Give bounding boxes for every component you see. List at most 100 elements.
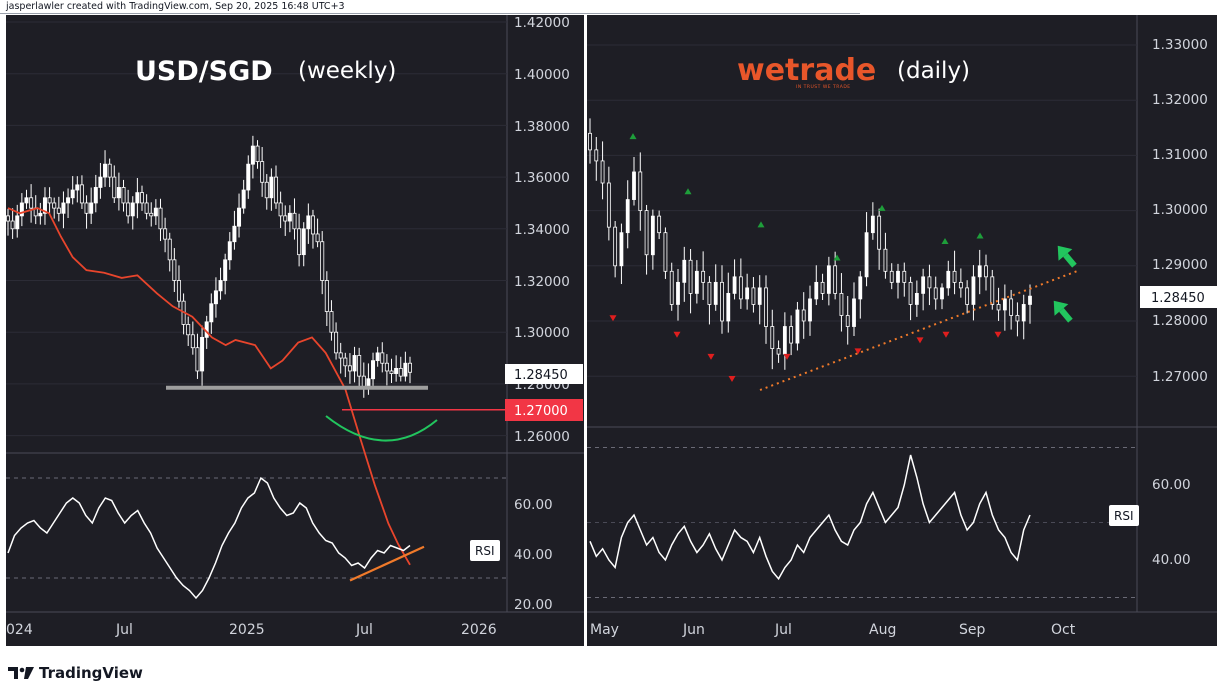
left-rsi-label-bg [470, 540, 500, 561]
left-candle-body [375, 352, 380, 362]
right-price-tick: 1.33000 [1152, 37, 1208, 53]
left-candle-body [264, 181, 269, 199]
left-candle-body [260, 161, 265, 183]
right-candle-body [1028, 295, 1032, 305]
right-price-tick: 1.31000 [1152, 147, 1208, 163]
right-last-price-badge: 1.28450 [1151, 291, 1205, 306]
right-pivot-low-marker [854, 348, 862, 355]
left-price-tick: 1.36000 [514, 170, 570, 186]
left-candle-body [241, 189, 246, 209]
left-rsi-trendline [349, 545, 425, 582]
chart-canvas: USD/SGD (weekly) wetrade IN TRUST WE TRA… [6, 15, 1217, 646]
left-last-price-badge-bg [505, 364, 583, 384]
wetrade-tagline: IN TRUST WE TRADE [796, 84, 851, 90]
right-chart-subtitle: (daily) [897, 58, 970, 84]
right-candle-body [933, 287, 938, 300]
right-candle-body [782, 326, 787, 355]
right-candle-body [1002, 298, 1007, 311]
right-candle-body [707, 281, 712, 305]
left-candle-body [384, 362, 389, 372]
right-pivot-high-marker [629, 133, 637, 140]
right-pivot-low-marker [916, 337, 924, 344]
left-candle-body [380, 352, 385, 364]
left-candle-body [250, 145, 255, 165]
left-candle-body [38, 212, 43, 217]
left-candle-body [130, 202, 135, 217]
right-candle-body [663, 232, 668, 272]
right-candle-body [770, 326, 775, 349]
right-candle-body [638, 171, 643, 212]
left-chart-title: USD/SGD [135, 56, 273, 87]
right-candle-body [657, 215, 662, 234]
right-up-arrow-lower-shaft [1059, 308, 1073, 323]
right-candle-body [613, 226, 618, 267]
left-price-tick: 1.30000 [514, 325, 570, 341]
left-candle-body [403, 362, 408, 377]
right-candle-body [757, 287, 762, 305]
right-candle-body [914, 292, 919, 305]
left-candle-body [116, 187, 121, 199]
right-candle-body [713, 281, 718, 305]
left-price-tick: 1.42000 [514, 15, 570, 31]
left-candle-body [153, 207, 158, 217]
left-price-tick: 1.32000 [514, 274, 570, 290]
left-candle-body [79, 184, 84, 204]
right-candle-body [1015, 315, 1020, 322]
left-candle-body [163, 228, 168, 240]
left-candle-body [297, 228, 302, 256]
left-candle-body [352, 355, 357, 372]
right-candle-body [594, 149, 599, 162]
left-price-axis-labels: 1.42000 1.40000 1.38000 1.36000 1.34000 … [514, 15, 570, 445]
right-candle-body [996, 304, 1001, 311]
right-candle-body [858, 276, 863, 300]
left-candle-body [361, 375, 366, 387]
right-pivot-high-marker [833, 254, 841, 261]
right-pivot-high-marker [757, 221, 765, 228]
right-candle-body [820, 281, 825, 294]
right-candle-body [946, 270, 951, 289]
right-candle-body [732, 276, 737, 294]
left-candle-body [93, 187, 98, 204]
right-pivot-low-marker [783, 353, 791, 360]
header-bar: jasperlawler created with TradingView.co… [0, 0, 1217, 14]
left-candle-body [121, 187, 126, 204]
left-candle-body [24, 197, 29, 204]
right-candle-body [745, 287, 750, 300]
right-candle-body [808, 298, 812, 322]
left-candle-body [29, 197, 34, 209]
right-candle-body [776, 348, 781, 355]
right-candle-body [927, 276, 932, 289]
left-candle-body [306, 215, 311, 230]
right-series [588, 118, 1081, 581]
left-candle-body [61, 202, 66, 214]
left-candle-body [213, 290, 218, 305]
right-rsi-tick: 40.00 [1152, 552, 1191, 568]
left-price-axis [507, 15, 584, 646]
right-candle-body [896, 270, 900, 283]
left-candle-body [292, 212, 297, 230]
left-time-tick: Jul [115, 622, 133, 638]
right-candle-body [1021, 304, 1026, 322]
left-last-price-badge: 1.28450 [514, 368, 568, 383]
left-candle-body [42, 197, 47, 214]
left-candle-body [149, 212, 154, 217]
left-rsi-tick: 60.00 [514, 497, 553, 513]
left-time-tick: Jul [355, 622, 373, 638]
left-candle-body [301, 228, 306, 256]
left-rsi-label: RSI [475, 544, 495, 558]
right-rsi-line [589, 454, 1031, 581]
left-candle-body [315, 233, 320, 243]
left-time-tick: 2026 [461, 622, 497, 638]
left-candle-body [324, 280, 329, 312]
tradingview-brand: TradingView [39, 664, 143, 682]
right-candle-body [644, 210, 649, 256]
right-candle-body [839, 292, 844, 316]
right-pivot-low-marker [673, 331, 681, 338]
right-pivot-high-marker [684, 188, 692, 195]
left-rsi-tick: 20.00 [514, 597, 553, 613]
author-credit: jasperlawler created with TradingView.co… [6, 1, 345, 12]
right-time-tick: Sep [959, 622, 986, 638]
right-candle-body [751, 287, 756, 305]
left-candle-body [347, 365, 352, 372]
right-time-tick: Jun [682, 622, 705, 638]
